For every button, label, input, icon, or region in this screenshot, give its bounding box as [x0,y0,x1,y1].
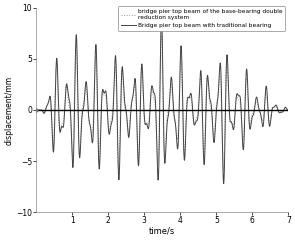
Bridge pier top beam with traditional bearing [195,120,198,122]
bridge pier top beam of the base-bearing double
reduction system [159,34,163,37]
bridge pier top beam of the base-bearing double
reduction system [153,104,157,107]
Line: Bridge pier top beam with traditional bearing: Bridge pier top beam with traditional be… [36,16,289,184]
Bridge pier top beam with traditional bearing [126,123,129,126]
bridge pier top beam of the base-bearing double
reduction system [34,108,38,111]
Legend: bridge pier top beam of the base-bearing double
reduction system, Bridge pier to: bridge pier top beam of the base-bearing… [118,6,286,31]
Bridge pier top beam with traditional bearing [153,96,157,99]
bridge pier top beam of the base-bearing double
reduction system [267,121,271,124]
bridge pier top beam of the base-bearing double
reduction system [287,108,290,111]
Bridge pier top beam with traditional bearing [267,122,271,125]
Bridge pier top beam with traditional bearing [222,182,225,185]
X-axis label: time/s: time/s [149,227,176,236]
Bridge pier top beam with traditional bearing [34,108,38,111]
Y-axis label: displacement/mm: displacement/mm [4,75,13,144]
bridge pier top beam of the base-bearing double
reduction system [184,119,188,122]
Bridge pier top beam with traditional bearing [287,108,290,111]
Bridge pier top beam with traditional bearing [184,129,188,132]
bridge pier top beam of the base-bearing double
reduction system [195,116,198,119]
bridge pier top beam of the base-bearing double
reduction system [87,119,91,122]
bridge pier top beam of the base-bearing double
reduction system [222,168,225,171]
Line: bridge pier top beam of the base-bearing double
reduction system: bridge pier top beam of the base-bearing… [36,36,289,170]
Bridge pier top beam with traditional bearing [87,116,91,119]
bridge pier top beam of the base-bearing double
reduction system [126,124,129,127]
Bridge pier top beam with traditional bearing [160,14,163,17]
